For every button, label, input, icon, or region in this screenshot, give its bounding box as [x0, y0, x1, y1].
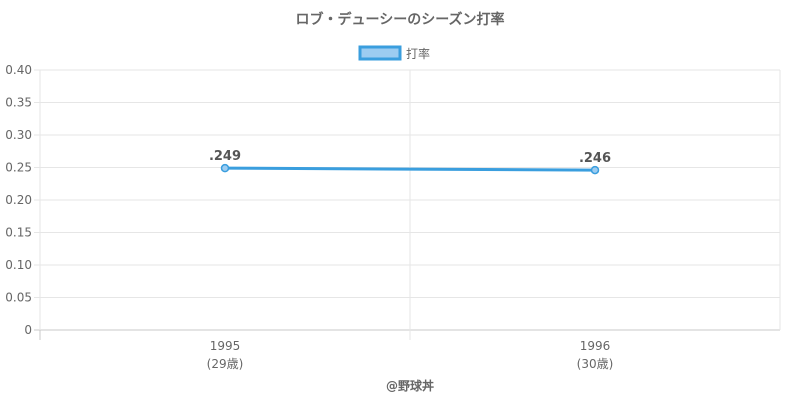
- series-line: [223, 166, 597, 172]
- legend[interactable]: 打率: [358, 45, 430, 61]
- x-tick-label: 1995: [210, 339, 241, 353]
- x-axis-tick-labels: 1995 (29歳) 1996 (30歳): [207, 339, 614, 371]
- data-point[interactable]: [220, 163, 230, 173]
- credit-text: @野球丼: [386, 378, 434, 393]
- legend-swatch: [358, 45, 402, 61]
- x-tick-sublabel: (29歳): [207, 357, 244, 371]
- series-line-group: .249 .246: [209, 149, 611, 175]
- y-tick-label: 0.30: [5, 128, 32, 142]
- grid-lines: [34, 69, 781, 340]
- y-tick-label: 0.20: [5, 193, 32, 207]
- y-tick-label: 0.25: [5, 161, 32, 175]
- y-tick-label: 0.10: [5, 258, 32, 272]
- x-tick-sublabel: (30歳): [577, 357, 614, 371]
- y-tick-label: 0.05: [5, 291, 32, 305]
- y-tick-label: 0.40: [5, 63, 32, 77]
- data-label: .249: [209, 149, 241, 164]
- y-axis-tick-labels: 0 0.05 0.10 0.15 0.20 0.25 0.30 0.35 0.40: [5, 63, 32, 337]
- chart-title: ロブ・デューシーのシーズン打率: [295, 11, 504, 28]
- legend-label: 打率: [406, 46, 430, 61]
- x-tick-label: 1996: [580, 339, 611, 353]
- data-point[interactable]: [590, 165, 600, 175]
- data-label: .246: [579, 151, 611, 166]
- y-tick-label: 0.35: [5, 96, 32, 110]
- y-tick-label: 0.15: [5, 226, 32, 240]
- y-tick-label: 0: [24, 323, 32, 337]
